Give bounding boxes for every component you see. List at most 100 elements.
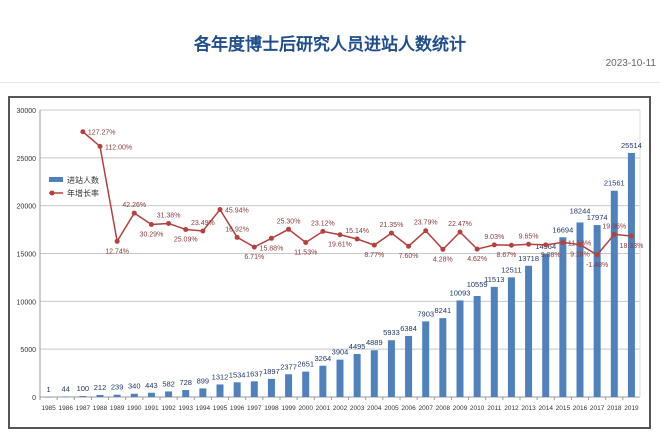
- x-tick-label: 1992: [161, 405, 176, 412]
- growth-rate-point-1999: [286, 226, 292, 232]
- bar-2014: [542, 253, 550, 397]
- bar-1993: [182, 390, 190, 397]
- x-tick-label: 2016: [573, 405, 588, 412]
- x-tick-label: 2018: [607, 405, 622, 412]
- bar-1992: [165, 391, 173, 397]
- x-tick-label: 2000: [298, 405, 313, 412]
- bar-value-label: 1312: [212, 372, 229, 381]
- x-tick-label: 2007: [418, 405, 433, 412]
- bar-value-label: 899: [197, 376, 210, 385]
- growth-rate-point-1994: [200, 228, 206, 234]
- growth-rate-label: 112.00%: [105, 144, 132, 151]
- growth-rate-label: 31.38%: [157, 212, 181, 219]
- growth-rate-point-2009: [457, 229, 463, 235]
- x-tick-label: 1999: [281, 405, 296, 412]
- bar-value-label: 12511: [501, 265, 521, 274]
- growth-rate-point-1989: [114, 238, 120, 244]
- growth-rate-point-1995: [217, 207, 223, 213]
- x-tick-label: 1986: [58, 405, 73, 412]
- x-tick-label: 1989: [110, 405, 125, 412]
- bar-value-label: 6384: [400, 324, 417, 333]
- bar-value-label: 4495: [349, 342, 366, 351]
- growth-rate-label: 8.67%: [496, 252, 516, 259]
- x-tick-label: 2001: [316, 405, 331, 412]
- legend-line-marker: [49, 190, 55, 196]
- growth-rate-point-2014: [543, 242, 549, 248]
- growth-rate-point-1992: [166, 220, 172, 226]
- y-tick-label: 10000: [17, 299, 37, 306]
- growth-rate-label: 7.60%: [399, 253, 419, 260]
- growth-rate-point-1996: [234, 234, 240, 240]
- growth-rate-point-2005: [388, 230, 394, 236]
- bar-1990: [130, 393, 138, 397]
- bar-value-label: 582: [162, 379, 175, 388]
- bar-value-label: 100: [77, 384, 90, 393]
- bar-value-label: 212: [94, 383, 107, 392]
- growth-rate-point-2011: [491, 242, 497, 248]
- legend-bar-swatch: [49, 177, 63, 182]
- bar-2016: [576, 222, 584, 397]
- growth-rate-label: 25.30%: [277, 218, 301, 225]
- bar-value-label: 1637: [246, 369, 263, 378]
- growth-rate-point-2010: [474, 246, 480, 252]
- bar-2001: [319, 365, 327, 397]
- growth-rate-point-2004: [371, 242, 377, 248]
- x-tick-label: 2019: [624, 405, 639, 412]
- growth-rate-label: 30.29%: [140, 232, 164, 239]
- bar-value-label: 21561: [604, 179, 625, 188]
- growth-rate-point-2008: [440, 246, 446, 252]
- growth-rate-label: 4.62%: [467, 256, 487, 263]
- x-tick-label: 1993: [178, 405, 193, 412]
- growth-rate-point-2013: [526, 241, 532, 247]
- growth-rate-label: 23.49%: [191, 220, 215, 227]
- bar-1986: [62, 396, 70, 398]
- growth-rate-point-1987: [80, 129, 86, 135]
- bar-value-label: 4889: [366, 338, 383, 347]
- bar-2015: [559, 237, 567, 397]
- growth-rate-label: -1.48%: [586, 262, 608, 269]
- growth-rate-point-2000: [303, 239, 309, 245]
- growth-rate-label: 6.71%: [244, 254, 264, 261]
- bar-value-label: 1534: [229, 370, 246, 379]
- growth-rate-label: 42.26%: [122, 202, 146, 209]
- bar-1995: [216, 384, 224, 397]
- publish-date: 2023-10-11: [605, 58, 656, 69]
- bar-1994: [199, 388, 207, 397]
- x-tick-label: 2013: [521, 405, 536, 412]
- bar-value-label: 3264: [315, 354, 332, 363]
- bar-value-label: 17974: [587, 213, 608, 222]
- growth-rate-label: 15.14%: [345, 228, 369, 235]
- x-tick-label: 1991: [144, 405, 159, 412]
- growth-rate-label: 23.79%: [414, 220, 438, 227]
- y-tick-label: 25000: [17, 156, 37, 163]
- x-tick-label: 2004: [367, 405, 382, 412]
- x-tick-label: 2002: [333, 405, 348, 412]
- bar-value-label: 239: [111, 383, 124, 392]
- growth-rate-label: 22.47%: [448, 221, 472, 228]
- growth-rate-label: 8.77%: [364, 252, 384, 259]
- bar-2003: [353, 353, 361, 397]
- bar-2009: [456, 300, 464, 397]
- x-tick-label: 1996: [230, 405, 245, 412]
- legend-bar-label: 进站人数: [67, 175, 99, 185]
- growth-rate-label: 21.35%: [380, 222, 404, 229]
- bar-2006: [405, 335, 413, 397]
- legend: 进站人数 年增长率: [49, 175, 99, 198]
- x-tick-label: 1990: [127, 405, 142, 412]
- growth-rate-point-1998: [268, 235, 274, 241]
- bar-value-label: 8241: [435, 306, 452, 315]
- growth-rate-label: 19.61%: [328, 242, 352, 249]
- bar-2004: [370, 350, 378, 397]
- growth-rate-point-2018: [611, 231, 617, 237]
- bar-value-label: 3904: [332, 348, 349, 357]
- growth-rate-point-1991: [148, 222, 154, 228]
- growth-rate-label: 19.96%: [602, 223, 626, 230]
- x-tick-label: 2006: [401, 405, 416, 412]
- bar-1998: [267, 378, 275, 397]
- bar-value-label: 340: [128, 382, 141, 391]
- bar-2012: [507, 277, 515, 397]
- x-tick-label: 2010: [470, 405, 485, 412]
- x-tick-label: 2011: [487, 405, 501, 412]
- growth-rate-point-2003: [354, 236, 360, 242]
- growth-rate-point-2019: [628, 233, 634, 239]
